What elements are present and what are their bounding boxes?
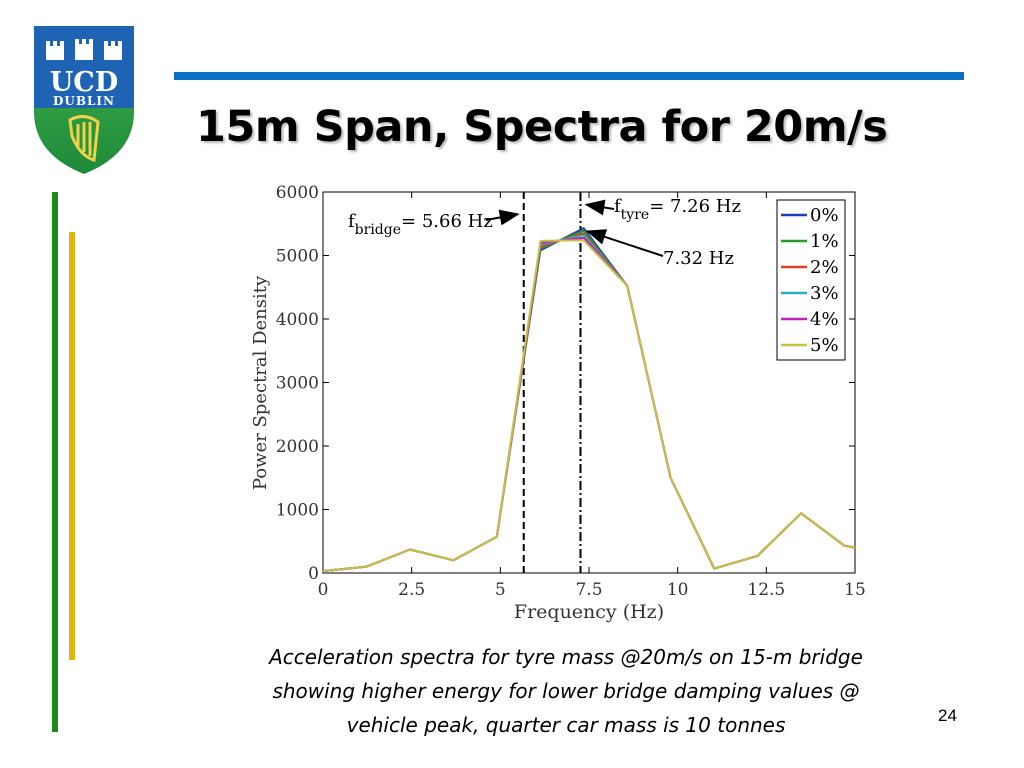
x-tick-label: 12.5 [747, 580, 785, 600]
y-tick-label: 1000 [276, 501, 319, 521]
y-tick-label: 0 [308, 564, 319, 584]
x-axis-ticks: 0 2.5 5 7.5 10 12.5 15 [318, 192, 866, 600]
caption-line: Acceleration spectra for tyre mass @20m/… [269, 645, 863, 669]
frequency-markers [522, 192, 582, 573]
legend-entry: 4% [810, 309, 839, 330]
title-rule [174, 72, 964, 80]
series-line [322, 239, 856, 573]
caption: Acceleration spectra for tyre mass @20m/… [196, 640, 936, 742]
caption-line: showing higher energy for lower bridge d… [272, 679, 860, 703]
legend: 0% 1% 2% 3% 4% 5% [776, 199, 846, 361]
y-tick-label: 5000 [276, 247, 319, 267]
x-tick-label: 2.5 [398, 580, 425, 600]
annotations: fbridge= 5.66 Hz ftyre= 7.26 Hz 7.32 Hz [348, 196, 741, 269]
decor-bar-gold [69, 232, 75, 660]
y-axis-label: Power Spectral Density [250, 275, 271, 490]
bridge-arrow [485, 209, 520, 226]
legend-entry: 3% [810, 283, 839, 304]
y-tick-label: 3000 [276, 374, 319, 394]
decor-bar-green [52, 192, 58, 732]
page-title: 15m Span, Spectra for 20m/s [196, 102, 888, 152]
legend-entry: 2% [810, 257, 839, 278]
castle-icon [46, 39, 122, 60]
x-tick-label: 15 [844, 580, 866, 600]
bridge-frequency-label: fbridge= 5.66 Hz [348, 211, 493, 238]
tyre-arrow [584, 199, 615, 216]
x-tick-label: 5 [495, 580, 506, 600]
spectra-chart: 0 1000 2000 3000 4000 5000 6000 0 2.5 5 7.5 10 12.5… [250, 183, 866, 623]
logo-ucd: UCD [50, 67, 118, 98]
x-tick-label: 0 [318, 580, 329, 600]
logo-dublin: DUBLIN [53, 94, 115, 108]
y-tick-label: 6000 [276, 183, 319, 203]
peak-frequency-label: 7.32 Hz [663, 248, 734, 269]
series-lines [322, 227, 856, 573]
x-tick-label: 10 [667, 580, 689, 600]
harp-icon [68, 115, 100, 162]
caption-line: vehicle peak, quarter car mass is 10 ton… [346, 713, 786, 737]
plot-area [322, 191, 856, 574]
x-axis-label: Frequency (Hz) [514, 601, 664, 623]
slide-number: 24 [938, 706, 957, 725]
y-tick-label: 2000 [276, 437, 319, 457]
legend-box [776, 199, 846, 361]
ucd-logo: UCD DUBLIN [34, 26, 134, 174]
x-tick-label: 7.5 [575, 580, 602, 600]
legend-entry: 0% [810, 205, 839, 226]
y-tick-label: 4000 [276, 310, 319, 330]
legend-entry: 5% [810, 335, 839, 356]
legend-entry: 1% [810, 231, 839, 252]
peak-arrow [585, 229, 664, 257]
y-axis-ticks: 0 1000 2000 3000 4000 5000 6000 [276, 183, 855, 584]
tyre-frequency-label: ftyre= 7.26 Hz [614, 196, 741, 223]
